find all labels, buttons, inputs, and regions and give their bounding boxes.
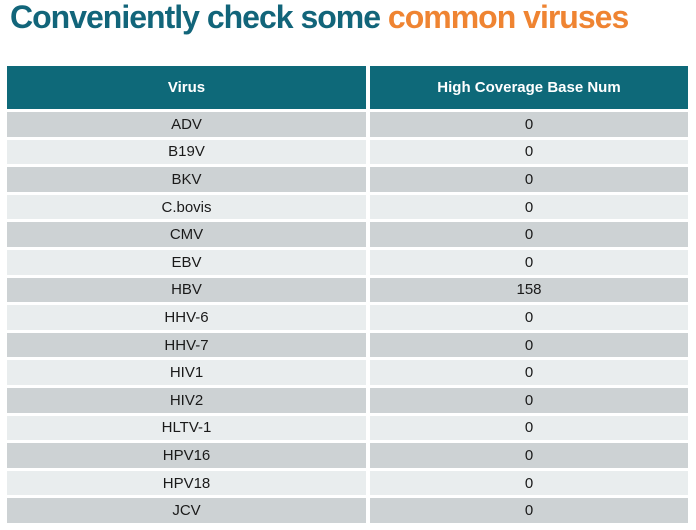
coverage-value-cell: 0 bbox=[370, 167, 688, 192]
virus-table: Virus High Coverage Base Num ADV 0 B19V 0 BK… bbox=[7, 66, 688, 523]
virus-cell: EBV bbox=[7, 249, 366, 275]
virus-cell: HPV16 bbox=[7, 443, 366, 468]
virus-cell: HLTV-1 bbox=[7, 415, 366, 441]
coverage-value-cell: 158 bbox=[370, 277, 688, 303]
virus-cell: HIV2 bbox=[7, 387, 366, 413]
coverage-value-cell: 0 bbox=[370, 305, 688, 330]
coverage-value-cell: 0 bbox=[370, 194, 688, 220]
virus-cell: C.bovis bbox=[7, 194, 366, 220]
coverage-value-cell: 0 bbox=[370, 249, 688, 275]
coverage-value-cell: 0 bbox=[370, 139, 688, 165]
virus-cell: ADV bbox=[7, 112, 366, 137]
column-header-coverage: High Coverage Base Num bbox=[370, 66, 688, 109]
coverage-value-cell: 0 bbox=[370, 470, 688, 496]
coverage-value-cell: 0 bbox=[370, 387, 688, 413]
coverage-value-cell: 0 bbox=[370, 332, 688, 358]
virus-cell: CMV bbox=[7, 222, 366, 247]
virus-cell: HIV1 bbox=[7, 360, 366, 385]
virus-cell: B19V bbox=[7, 139, 366, 165]
virus-cell: BKV bbox=[7, 167, 366, 192]
page-title-highlight: common viruses bbox=[387, 0, 629, 35]
coverage-value-cell: 0 bbox=[370, 443, 688, 468]
coverage-value-cell: 0 bbox=[370, 112, 688, 137]
virus-cell: HHV-7 bbox=[7, 332, 366, 358]
coverage-value-cell: 0 bbox=[370, 222, 688, 247]
page-title: Conveniently check some common viruses bbox=[10, 0, 629, 36]
virus-cell: JCV bbox=[7, 498, 366, 523]
coverage-value-cell: 0 bbox=[370, 360, 688, 385]
virus-cell: HBV bbox=[7, 277, 366, 303]
page-title-main: Conveniently check some bbox=[10, 0, 381, 35]
column-header-virus: Virus bbox=[7, 66, 366, 109]
virus-cell: HHV-6 bbox=[7, 305, 366, 330]
coverage-value-cell: 0 bbox=[370, 415, 688, 441]
coverage-value-cell: 0 bbox=[370, 498, 688, 523]
virus-cell: HPV18 bbox=[7, 470, 366, 496]
